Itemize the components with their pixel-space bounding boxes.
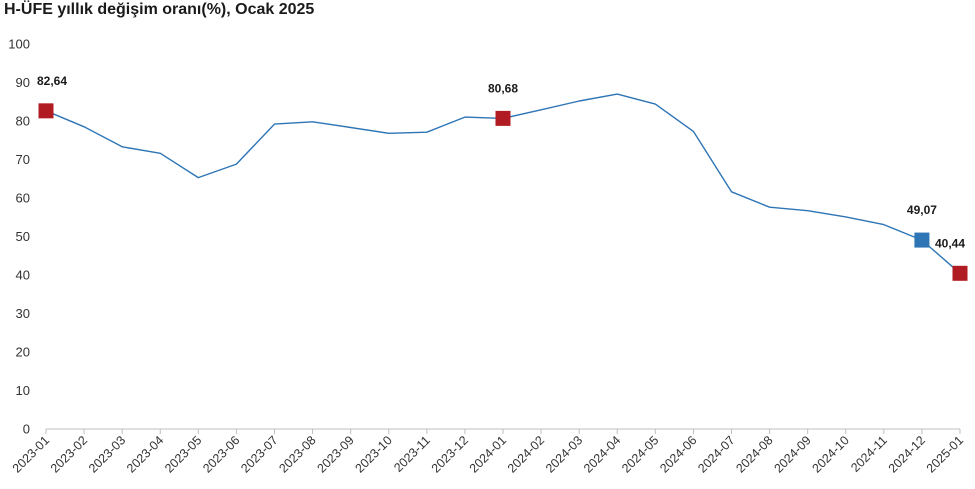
x-tick-label: 2024-05 (619, 433, 661, 475)
data-marker (495, 110, 511, 126)
x-tick-label: 2024-12 (886, 433, 928, 475)
y-tick-label: 20 (16, 345, 30, 360)
x-tick-label: 2023-03 (86, 433, 128, 475)
x-tick-label: 2024-09 (771, 433, 813, 475)
chart-title: H-ÜFE yıllık değişim oranı(%), Ocak 2025 (4, 1, 315, 18)
data-marker (952, 265, 968, 281)
y-tick-label: 80 (16, 114, 30, 129)
x-tick-label: 2023-06 (200, 433, 242, 475)
y-tick-label: 60 (16, 191, 30, 206)
x-tick-label: 2024-10 (810, 433, 852, 475)
data-marker (914, 232, 930, 248)
x-tick-label: 2024-08 (733, 433, 775, 475)
y-tick-label: 100 (8, 37, 30, 52)
y-tick-label: 70 (16, 152, 30, 167)
x-tick-label: 2024-11 (848, 433, 890, 475)
x-tick-label: 2023-10 (353, 433, 395, 475)
x-tick-label: 2023-08 (276, 433, 318, 475)
data-label: 40,44 (935, 236, 965, 250)
data-label: 49,07 (907, 203, 937, 217)
x-tick-label: 2025-01 (924, 433, 966, 475)
y-tick-label: 0 (23, 422, 30, 437)
y-tick-label: 30 (16, 306, 30, 321)
x-tick-label: 2023-02 (48, 433, 90, 475)
x-tick-label: 2023-12 (429, 433, 471, 475)
data-label: 80,68 (488, 81, 518, 95)
x-tick-label: 2024-07 (695, 433, 737, 475)
data-label: 82,64 (37, 74, 67, 88)
y-tick-label: 90 (16, 75, 30, 90)
x-tick-label: 2023-07 (238, 433, 280, 475)
x-tick-label: 2023-04 (124, 433, 166, 475)
y-tick-label: 40 (16, 268, 30, 283)
x-tick-label: 2024-02 (505, 433, 547, 475)
data-marker (38, 103, 54, 119)
x-tick-label: 2024-06 (657, 433, 699, 475)
x-tick-label: 2023-09 (314, 433, 356, 475)
x-tick-label: 2023-01 (10, 433, 52, 475)
y-tick-label: 10 (16, 383, 30, 398)
marker-layer: 82,64 80,68 49,07 40,44 (37, 74, 968, 281)
y-tick-label: 50 (16, 229, 30, 244)
x-tick-label: 2024-04 (581, 433, 623, 475)
x-tick-label: 2023-05 (162, 433, 204, 475)
x-tick-label: 2023-11 (391, 433, 433, 475)
x-tick-label: 2024-01 (467, 433, 509, 475)
x-tick-label: 2024-03 (543, 433, 585, 475)
x-axis: 2023-012023-022023-032023-042023-052023-… (10, 428, 966, 476)
y-axis: 0 10 20 30 40 50 60 70 80 90 100 (8, 37, 30, 437)
